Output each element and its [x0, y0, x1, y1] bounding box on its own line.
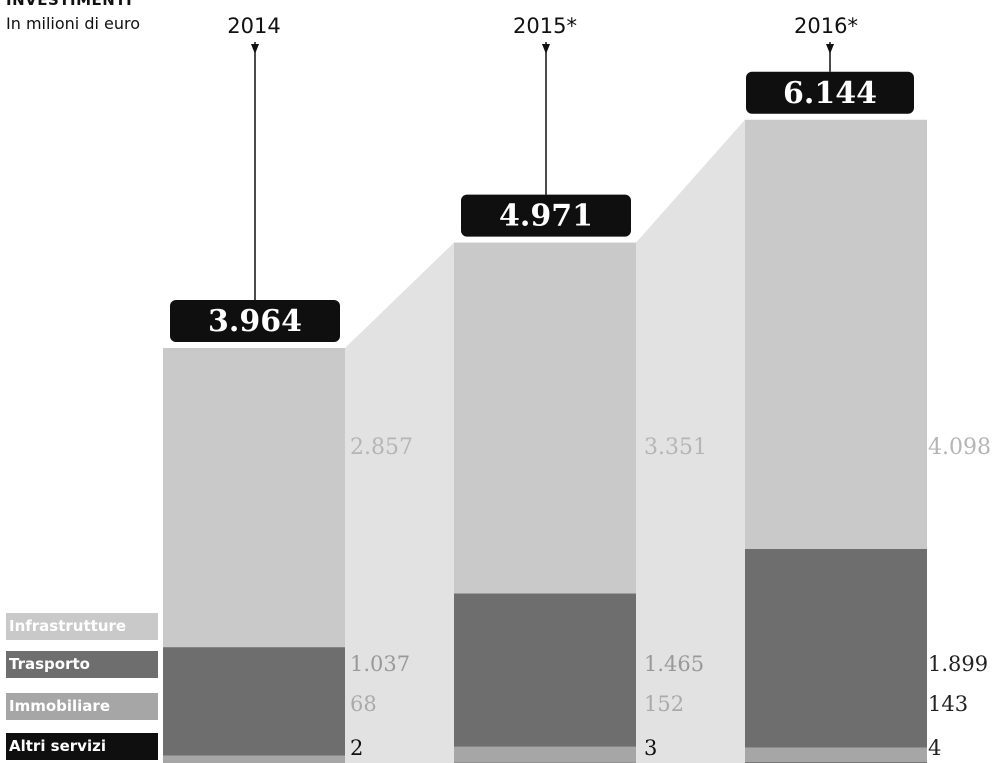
bar-trasporto-2014 [163, 647, 345, 756]
year-label-2014: 2014 [227, 14, 280, 38]
total-box-2016 [746, 71, 914, 114]
legend-trasporto: Trasporto [6, 651, 158, 678]
value-label-altri-servizi-2015: 3 [644, 736, 657, 760]
value-label-immobiliare-2015: 152 [644, 692, 684, 716]
connector-1 [345, 242, 454, 763]
legend-altri-servizi: Altri servizi [6, 733, 158, 760]
bar-immobiliare-2015 [454, 746, 636, 763]
legend-infrastrutture: Infrastrutture [6, 613, 158, 640]
total-label-2015: 4.971 [499, 199, 593, 234]
bar-infrastrutture-2016 [745, 119, 927, 549]
total-box-2015 [461, 194, 631, 237]
bar-infrastrutture-2014 [163, 348, 345, 648]
value-label-trasporto-2016: 1.899 [928, 652, 988, 676]
value-label-altri-servizi-2014: 2 [350, 736, 363, 760]
year-label-2015: 2015* [513, 14, 577, 38]
value-label-altri-servizi-2016: 4 [928, 736, 941, 760]
chart-subtitle: In milioni di euro [6, 14, 141, 33]
bar-trasporto-2015 [454, 593, 636, 747]
value-label-infrastrutture-2015: 3.351 [644, 435, 707, 460]
legend-immobiliare: Immobiliare [6, 693, 158, 720]
value-label-infrastrutture-2016: 4.098 [928, 435, 991, 460]
pointer-arrow-2016 [826, 44, 834, 54]
chart-title: INVESTIMENTI [6, 0, 133, 9]
connector-2 [636, 119, 745, 763]
value-label-immobiliare-2014: 68 [350, 692, 377, 716]
bar-trasporto-2016 [745, 548, 927, 748]
total-box-2014 [170, 300, 340, 342]
pointer-arrow-2014 [251, 44, 259, 54]
value-label-infrastrutture-2014: 2.857 [350, 435, 413, 460]
bar-immobiliare-2016 [745, 747, 927, 763]
total-label-2014: 3.964 [208, 304, 302, 339]
value-label-immobiliare-2016: 143 [928, 692, 968, 716]
total-label-2016: 6.144 [783, 76, 877, 111]
value-label-trasporto-2015: 1.465 [644, 652, 704, 676]
bar-immobiliare-2014 [163, 755, 345, 763]
bar-infrastrutture-2015 [454, 242, 636, 594]
value-label-trasporto-2014: 1.037 [350, 652, 410, 676]
year-label-2016: 2016* [794, 14, 858, 38]
pointer-arrow-2015 [542, 44, 550, 54]
